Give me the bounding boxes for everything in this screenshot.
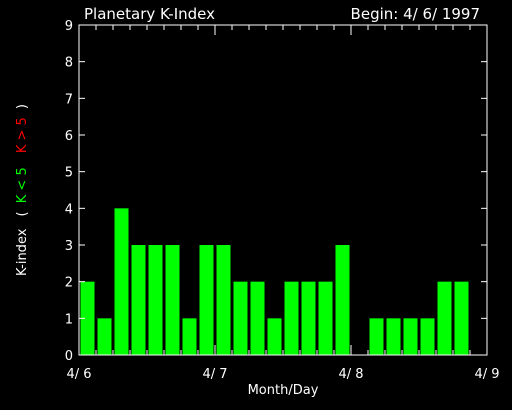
y-tick-label: 8 (65, 56, 73, 71)
legend-open-paren: ( (15, 211, 30, 216)
bar (250, 281, 265, 355)
y-tick-label: 9 (65, 19, 73, 34)
legend-entry-low: K < 5 (15, 167, 30, 203)
y-axis-title-group: K-index ( K < 5 K > 5 ) (15, 104, 30, 276)
y-tick-label: 5 (65, 166, 73, 181)
y-tick-label: 4 (65, 202, 73, 217)
y-tick-label: 6 (65, 129, 73, 144)
x-axis-label: Month/Day (248, 383, 319, 398)
y-tick-label: 0 (65, 349, 73, 364)
y-tick-label: 3 (65, 239, 73, 254)
legend-close-paren: ) (15, 104, 30, 109)
bar (420, 318, 435, 355)
chart-title: Planetary K-Index (84, 5, 215, 23)
bars-layer (80, 208, 469, 355)
y-tick-label: 7 (65, 92, 73, 107)
plot-frame (78, 24, 488, 356)
bar (454, 281, 469, 355)
x-tick-labels: 4/ 6 4/ 7 4/ 8 4/ 9 (66, 367, 499, 382)
bar (233, 281, 248, 355)
y-tick-label: 1 (65, 312, 73, 327)
bar (131, 245, 146, 355)
y-axis-label: K-index (15, 228, 30, 276)
x-tick-label: 4/ 9 (474, 367, 499, 382)
bar (97, 318, 112, 355)
y-tick-labels: 0 1 2 3 4 5 6 7 8 9 (65, 19, 73, 364)
begin-date: Begin: 4/ 6/ 1997 (351, 5, 480, 23)
legend-entry-high: K > 5 (15, 117, 30, 153)
bar (80, 281, 95, 355)
y-tick-label: 2 (65, 276, 73, 291)
bar (148, 245, 163, 355)
bar (284, 281, 299, 355)
x-tick-label: 4/ 8 (338, 367, 363, 382)
x-tick-label: 4/ 7 (202, 367, 227, 382)
bar (369, 318, 384, 355)
bar (267, 318, 282, 355)
bar (301, 281, 316, 355)
bar (182, 318, 197, 355)
svg-text:K-index ( K < 5: K-index ( K < 5 K > 5 ) (15, 104, 30, 276)
bar (437, 281, 452, 355)
bar (114, 208, 129, 355)
bar (386, 318, 401, 355)
bar (403, 318, 418, 355)
bar (165, 245, 180, 355)
bar (335, 245, 350, 355)
bar (199, 245, 214, 355)
bar (318, 281, 333, 355)
bar (216, 245, 231, 355)
x-tick-label: 4/ 6 (66, 367, 91, 382)
